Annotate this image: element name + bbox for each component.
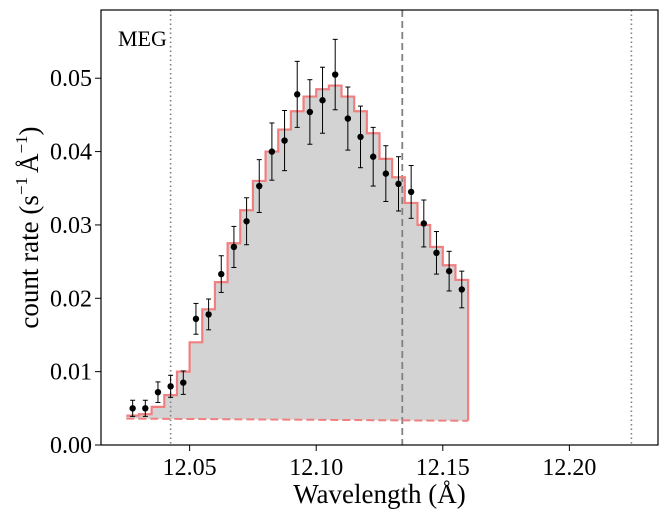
- y-tick-label: 0.03: [50, 213, 92, 239]
- data-point: [458, 270, 465, 309]
- data-point: [306, 79, 314, 145]
- data-point: [395, 156, 402, 212]
- data-marker: [256, 182, 263, 190]
- y-label-unit: Å: [14, 153, 44, 173]
- data-point: [167, 374, 174, 398]
- data-point: [344, 86, 352, 151]
- data-marker: [129, 405, 136, 412]
- data-point: [192, 302, 200, 335]
- data-marker: [395, 180, 402, 188]
- y-label-suffix: ): [14, 126, 44, 135]
- data-marker: [180, 379, 187, 386]
- data-point: [382, 145, 390, 202]
- data-point: [230, 225, 238, 268]
- data-marker: [357, 133, 364, 141]
- model-step-line: [126, 84, 470, 421]
- data-marker: [331, 71, 339, 78]
- axis-ticks: 12.05 12.10 12.15 12.20 0.00 0.01 0.02 0.03 0.04…: [50, 66, 596, 481]
- y-tick-label: 0.01: [50, 360, 92, 386]
- y-axis-label: count rate (s−1Å−1): [12, 126, 44, 328]
- x-tick-label: 12.15: [416, 455, 470, 481]
- data-point: [319, 66, 326, 134]
- data-marker: [268, 148, 276, 155]
- plot-area: [126, 10, 633, 445]
- data-marker: [306, 108, 314, 116]
- data-marker: [433, 249, 440, 257]
- data-point: [256, 159, 263, 213]
- y-label-prefix: count rate (s: [14, 195, 44, 328]
- data-marker: [319, 97, 326, 104]
- data-marker: [243, 218, 250, 225]
- y-tick-label: 0.05: [50, 66, 92, 92]
- data-marker: [192, 315, 200, 323]
- data-marker: [230, 243, 238, 251]
- y-tick-label: 0.00: [50, 433, 92, 459]
- x-tick-label: 12.05: [163, 455, 217, 481]
- data-point: [294, 60, 301, 128]
- data-marker: [142, 405, 149, 412]
- x-tick-label: 12.20: [542, 455, 596, 481]
- y-tick-label: 0.04: [50, 140, 92, 166]
- data-point: [218, 255, 225, 293]
- y-tick-label: 0.02: [50, 286, 92, 312]
- data-point: [281, 109, 288, 172]
- data-marker: [281, 137, 288, 144]
- data-point: [331, 38, 339, 111]
- data-marker: [344, 115, 352, 122]
- y-label-exp2: −1: [12, 135, 31, 153]
- model-fill-area: [126, 85, 469, 421]
- data-point: [445, 250, 453, 292]
- data-point: [268, 122, 276, 181]
- data-marker: [407, 188, 415, 196]
- data-marker: [294, 91, 301, 98]
- data-point: [142, 399, 149, 417]
- data-point: [369, 126, 377, 187]
- data-point: [129, 399, 136, 417]
- data-marker: [445, 267, 453, 275]
- data-point: [420, 199, 428, 248]
- data-point: [180, 370, 187, 395]
- data-marker: [205, 311, 212, 318]
- continuum-dashed-line: [126, 417, 469, 422]
- data-point: [433, 231, 440, 275]
- data-marker: [420, 220, 428, 227]
- data-marker: [154, 388, 162, 396]
- data-point: [357, 105, 364, 169]
- axes-frame: [100, 9, 659, 446]
- x-axis-label: Wavelength (Å): [293, 479, 466, 509]
- data-point: [154, 381, 162, 403]
- data-point: [407, 165, 415, 219]
- data-marker: [458, 286, 465, 293]
- data-marker: [369, 153, 377, 160]
- instrument-annotation: MEG: [118, 26, 167, 51]
- data-marker: [167, 383, 174, 390]
- x-tick-label: 12.10: [289, 455, 343, 481]
- data-point: [205, 298, 212, 331]
- data-marker: [382, 170, 390, 177]
- y-label-exp1: −1: [12, 177, 31, 195]
- data-point: [243, 197, 250, 246]
- data-marker: [218, 270, 225, 278]
